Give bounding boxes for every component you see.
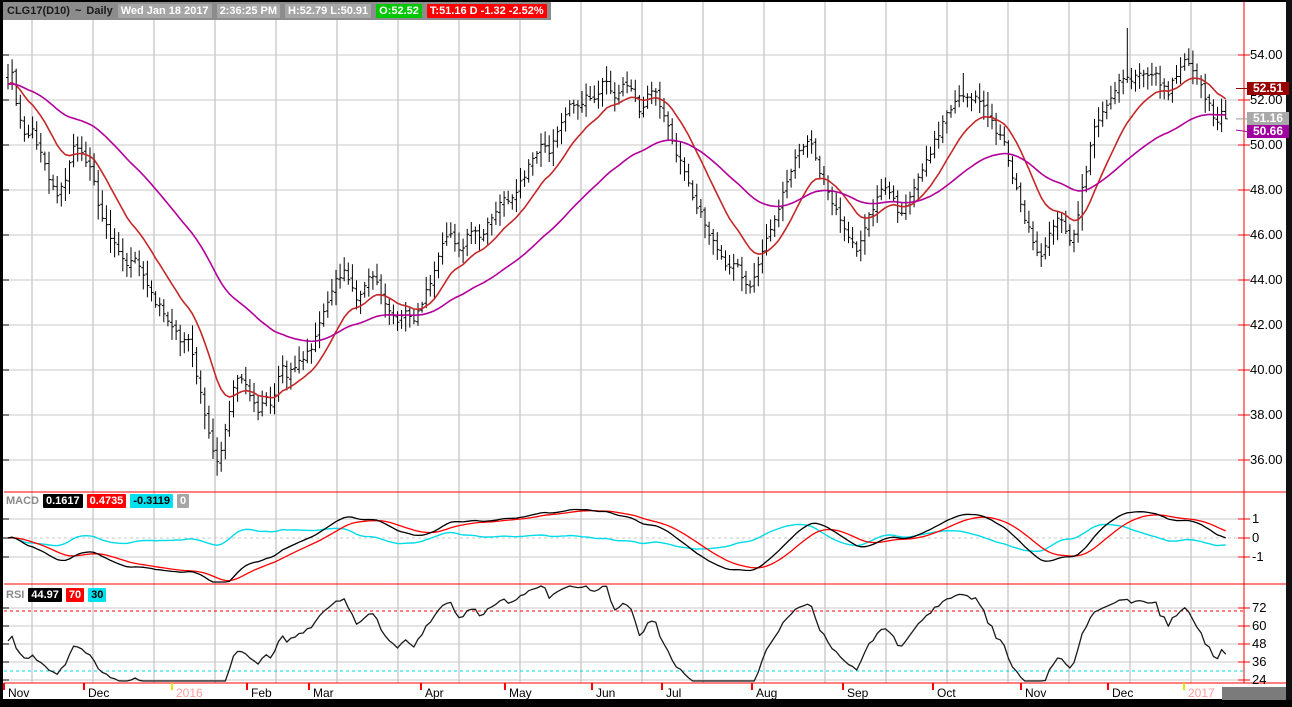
price-tick-label: 40.00 [1250,362,1283,377]
last-price-badge: 51.16 [1247,112,1289,126]
axis-corner-box [1222,687,1286,700]
month-label: Apr [425,686,444,700]
macd-signal-chip: 0.4735 [86,494,127,508]
rsi-tick-label: 60 [1252,618,1267,633]
rsi-value-chip: 44.97 [28,588,62,602]
price-tick-label: 46.00 [1250,227,1283,242]
date-label: Wed Jan 18 2017 [117,4,212,18]
symbol-label: CLG17(D10) [7,5,70,17]
month-label: Dec [1112,686,1134,700]
price-pane[interactable] [4,21,1244,490]
year-label: 2016 [176,686,203,700]
macd-signal-line [7,509,1226,582]
price-tick-label: 50.00 [1250,137,1283,152]
price-tick-label: 54.00 [1250,47,1283,62]
price-tick-label: 38.00 [1250,407,1283,422]
month-label: Oct [937,686,956,700]
time-label: 2:36:25 PM [216,4,281,18]
high-low-label: H:52.79 L:50.91 [285,4,372,18]
price-tick-label: 42.00 [1250,317,1283,332]
axis-ticks [3,54,1250,690]
macd-title: MACD [6,495,39,507]
slow-ma-line [7,83,1226,343]
rsi-pane[interactable] [4,584,1244,683]
month-label: Jul [666,686,682,700]
rsi-guides [4,610,1244,672]
macd-zero-chip: 0 [177,494,190,508]
last-change-chip: T:51.16 D -1.32 -2.52% [426,4,547,18]
price-tick-label: 36.00 [1250,452,1283,467]
rsi-tick-label: 24 [1252,672,1267,687]
separator-glyph: ~ [74,5,82,17]
rsi-oversold-chip: 30 [88,588,107,602]
rsi-title: RSI [6,589,25,601]
timeframe-label: Daily [86,5,113,17]
month-label: Nov [8,686,30,700]
month-label: May [509,686,532,700]
rsi-tick-label: 36 [1252,654,1267,669]
open-price-chip: O:52.52 [376,4,422,18]
macd-tick-label: 1 [1252,511,1260,526]
rsi-label-row: RSI 44.97 70 30 [6,588,107,602]
chart-paper [3,2,1286,699]
macd-tick-label: 0 [1252,530,1260,545]
month-label: Aug [756,686,778,700]
price-tick-label: 44.00 [1250,272,1283,287]
month-label: Sep [847,686,869,700]
axis-lines [4,2,1286,684]
month-label: Nov [1025,686,1047,700]
slow-ma-badge: 50.66 [1247,125,1289,138]
price-tick-label: 48.00 [1250,182,1283,197]
macd-diff-line [7,523,1226,552]
rsi-line [7,585,1227,682]
price-tick-label: 52.00 [1250,92,1283,107]
macd-label-row: MACD 0.1617 0.4735 -0.3119 0 [6,494,190,508]
rsi-overbought-chip: 70 [65,588,85,602]
month-label: Mar [313,686,334,700]
macd-value-chip: 0.1617 [43,494,83,508]
month-label: Feb [251,686,272,700]
fast-ma-line [7,77,1227,399]
macd-tick-label: -1 [1252,549,1264,564]
rsi-tick-label: 72 [1252,600,1267,615]
month-label: Dec [88,686,110,700]
month-label: Jun [596,686,616,700]
macd-diff-chip: -0.3119 [130,494,174,508]
quote-header: CLG17(D10) ~ Daily Wed Jan 18 2017 2:36:… [3,2,551,20]
left-ticks [3,54,9,681]
macd-line [7,508,1226,583]
rsi-tick-label: 48 [1252,636,1267,651]
macd-pane[interactable] [4,492,1244,584]
fast-ma-badge: 52.51 [1247,82,1289,95]
year-label: 2017 [1188,686,1215,700]
